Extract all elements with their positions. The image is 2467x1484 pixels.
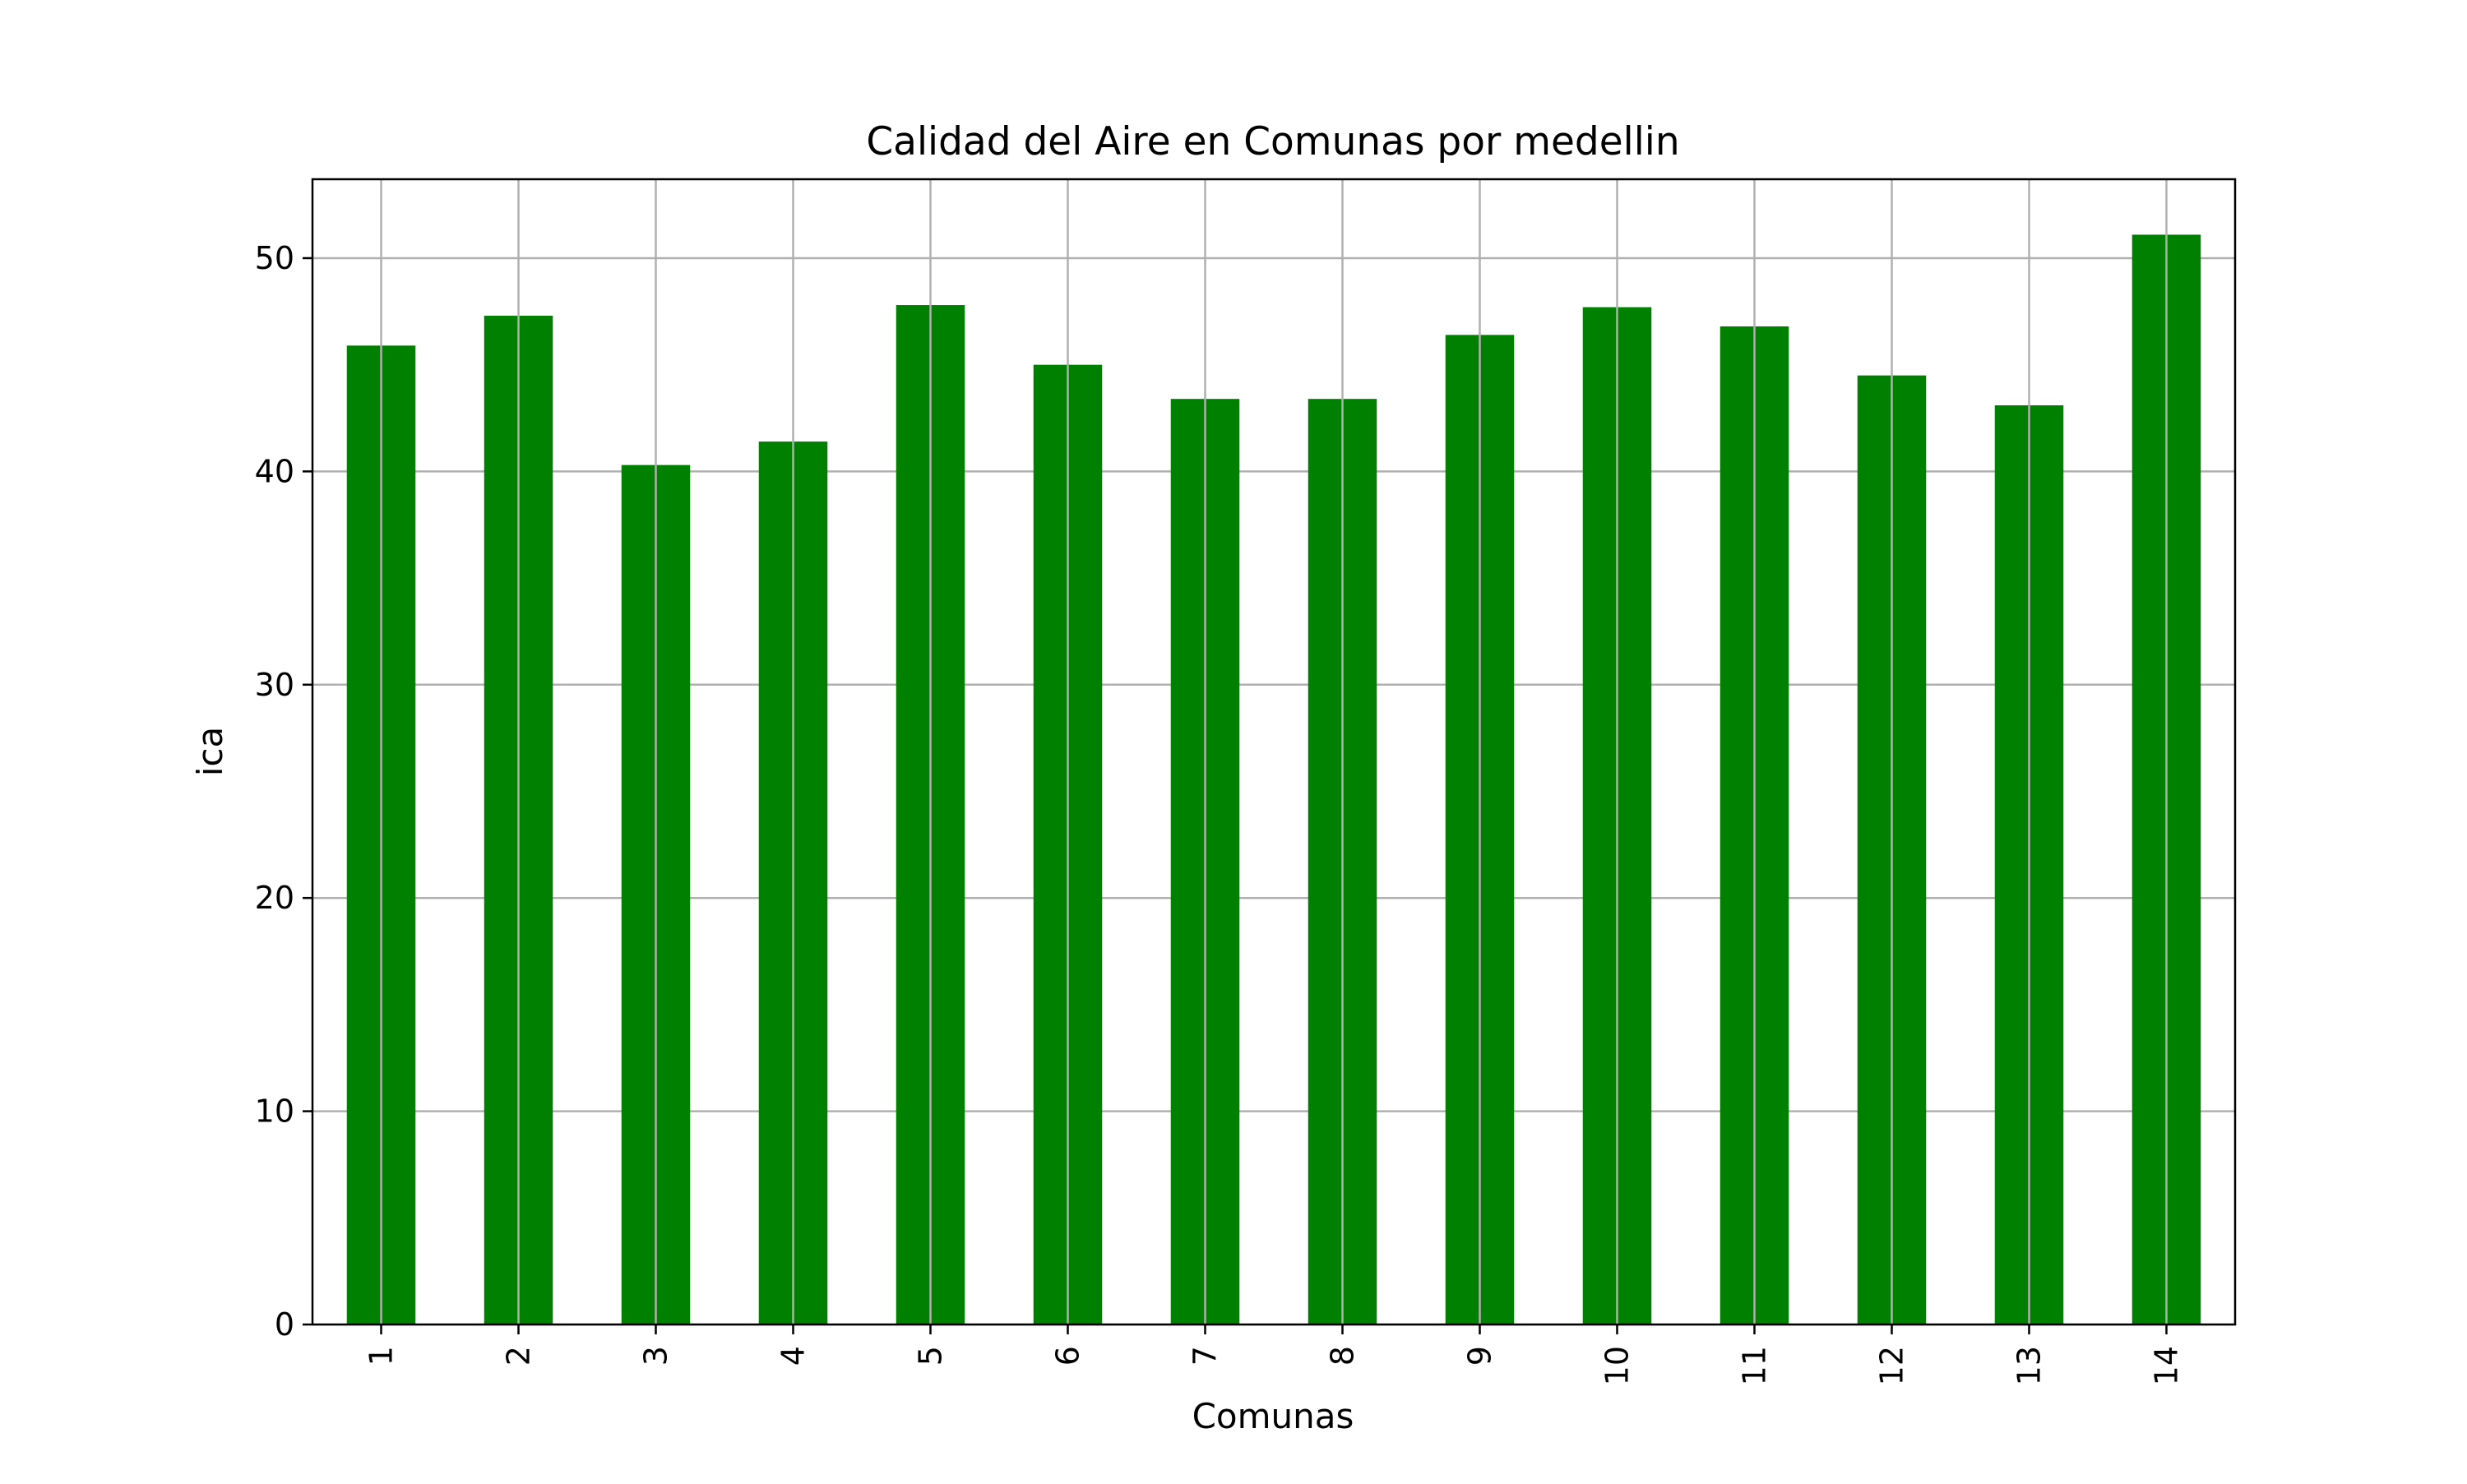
x-tick-label: 3 [638,1346,674,1366]
grid-layer [312,257,2235,1326]
y-axis-ticks: 0 10 20 30 40 50 [255,240,312,1343]
x-axis-label: Comunas [1192,1396,1354,1436]
bars-layer [346,234,2201,1325]
x-tick-label: 2 [501,1346,537,1366]
x-tick-label: 11 [1737,1346,1773,1385]
x-tick-label: 12 [1874,1346,1910,1385]
plot-frame [311,178,2237,1326]
x-tick-label: 6 [1050,1346,1086,1366]
y-tick-label: 40 [255,453,294,489]
x-tick-label: 8 [1325,1346,1361,1366]
y-tick-label: 30 [255,667,294,703]
y-tick-label: 0 [275,1306,294,1343]
y-tick-label: 20 [255,880,294,916]
y-tick-label: 50 [255,240,294,276]
x-tick-label: 10 [1599,1346,1636,1385]
x-tick-label: 7 [1187,1346,1224,1366]
x-axis-ticks: 1 2 3 4 5 6 7 8 9 10 11 12 13 14 [363,1325,2185,1385]
x-tick-label: 9 [1462,1346,1498,1366]
y-axis-label: ica [190,727,230,777]
x-tick-label: 1 [363,1346,400,1366]
x-tick-label: 5 [913,1346,949,1366]
x-tick-label: 4 [775,1346,812,1366]
vertical-grid-layer [380,179,2168,1325]
x-tick-label: 14 [2149,1346,2185,1385]
x-tick-label: 13 [2011,1346,2048,1385]
y-tick-label: 10 [255,1093,294,1130]
chart-title: Calidad del Aire en Comunas por medellin [866,119,1679,164]
